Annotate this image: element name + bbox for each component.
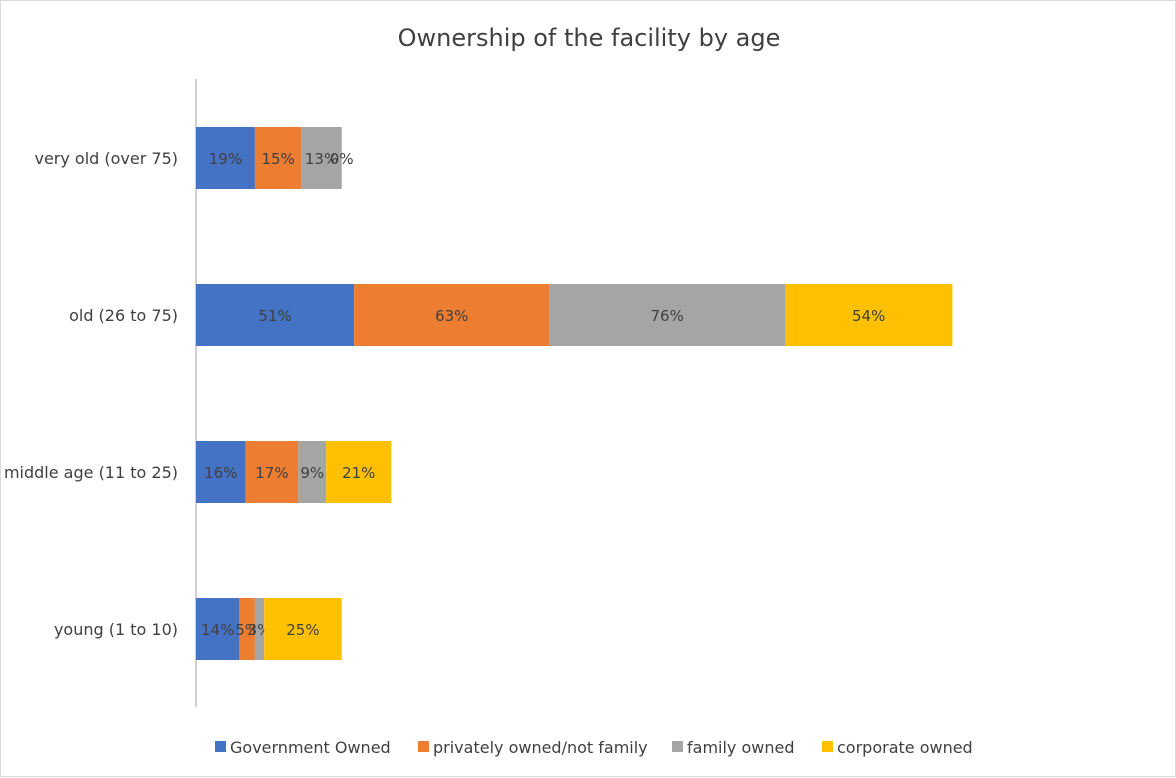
data-label: 15% — [261, 150, 294, 168]
legend-swatch — [215, 741, 226, 752]
bar-segment — [785, 284, 953, 346]
bar-segment — [196, 284, 355, 346]
category-label: old (26 to 75) — [69, 306, 178, 325]
bar-segment — [254, 127, 302, 189]
legend-label: corporate owned — [837, 738, 973, 757]
legend-swatch — [672, 741, 683, 752]
data-label: 21% — [342, 464, 375, 482]
legend-label: family owned — [687, 738, 794, 757]
data-label: 19% — [209, 150, 242, 168]
bar-segment — [239, 598, 255, 660]
bar-segment — [264, 598, 342, 660]
data-label: 0% — [330, 150, 354, 168]
data-label: 76% — [651, 307, 684, 325]
data-label: 5% — [235, 621, 259, 639]
legend-label: privately owned/not family — [433, 738, 648, 757]
legend-item: Government Owned — [215, 738, 391, 757]
bar-segment — [254, 598, 265, 660]
category-label: young (1 to 10) — [54, 620, 178, 639]
data-label: 16% — [204, 464, 237, 482]
data-label: 17% — [255, 464, 288, 482]
bar-segment — [196, 598, 240, 660]
data-label: 14% — [201, 621, 234, 639]
bar-segment — [196, 127, 255, 189]
legend-item: corporate owned — [822, 738, 973, 757]
category-label: middle age (11 to 25) — [4, 463, 178, 482]
bar-segment — [354, 284, 550, 346]
legend: Government Owned privately owned/not fami… — [215, 738, 973, 757]
bar-segment — [298, 441, 327, 503]
data-label: 51% — [258, 307, 291, 325]
category-label: very old (over 75) — [34, 149, 178, 168]
legend-item: family owned — [672, 738, 794, 757]
bar-segment — [245, 441, 299, 503]
legend-item: privately owned/not family — [418, 738, 648, 757]
bar-segment — [196, 441, 246, 503]
bar-segment — [326, 441, 392, 503]
bar-segment — [549, 284, 785, 346]
data-label: 13% — [305, 150, 338, 168]
data-label: 63% — [435, 307, 468, 325]
plot-area: young (1 to 10) 14% 5%3% 25%middle age (11 … — [4, 79, 953, 707]
bar-segment — [301, 127, 342, 189]
data-label: 25% — [286, 621, 319, 639]
data-label: 9% — [300, 464, 324, 482]
legend-label: Government Owned — [230, 738, 391, 757]
data-label: 54% — [852, 307, 885, 325]
legend-swatch — [822, 741, 833, 752]
legend-swatch — [418, 741, 429, 752]
chart-title: Ownership of the facility by age — [398, 24, 781, 52]
